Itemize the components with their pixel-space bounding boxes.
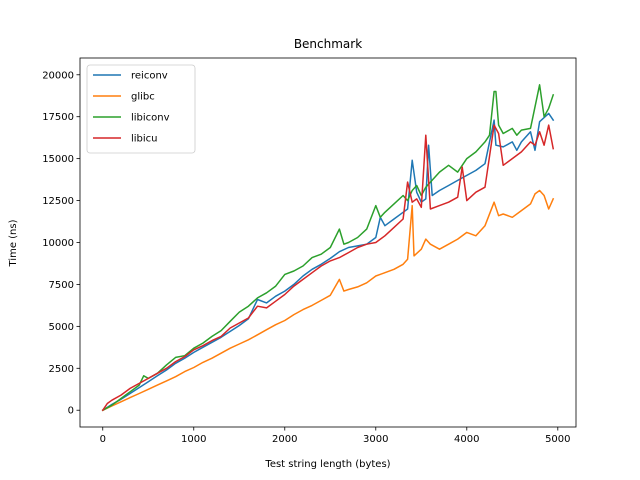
x-tick-label: 3000 — [363, 434, 388, 445]
plot-lines — [101, 84, 555, 412]
legend-box — [86, 64, 196, 154]
y-tick-label: 12500 — [42, 196, 74, 207]
legend-label-libiconv: libiconv — [131, 113, 170, 124]
legend-label-libicu: libicu — [131, 134, 158, 145]
x-tick-label: 1000 — [181, 434, 206, 445]
y-tick-label: 5000 — [49, 322, 74, 333]
y-axis: 0 2500 5000 7500 10000 12500 15000 17500 20000 — [42, 70, 80, 417]
x-tick-label: 0 — [100, 434, 106, 445]
x-tick-label: 4000 — [454, 434, 479, 445]
y-tick-label: 10000 — [42, 238, 74, 249]
legend-label-reiconv: reiconv — [131, 71, 168, 82]
y-tick-label: 7500 — [49, 280, 74, 291]
legend: reiconv glibc libiconv libicu — [86, 64, 196, 154]
y-tick-label: 0 — [68, 406, 74, 417]
chart-title: Benchmark — [294, 37, 362, 51]
x-tick-label: 2000 — [272, 434, 297, 445]
x-tick-label: 5000 — [545, 434, 570, 445]
y-tick-label: 15000 — [42, 154, 74, 165]
y-tick-label: 2500 — [49, 364, 74, 375]
series-line-glibc — [101, 189, 555, 412]
y-tick-label: 17500 — [42, 112, 74, 123]
legend-label-glibc: glibc — [131, 92, 155, 103]
series-line-libicu — [101, 124, 555, 412]
x-axis: 0 1000 2000 3000 4000 5000 — [100, 427, 571, 445]
y-tick-label: 20000 — [42, 70, 74, 81]
y-axis-label: Time (ns) — [8, 219, 19, 267]
x-axis-label: Test string length (bytes) — [264, 459, 390, 470]
series-line-libiconv — [101, 84, 555, 412]
